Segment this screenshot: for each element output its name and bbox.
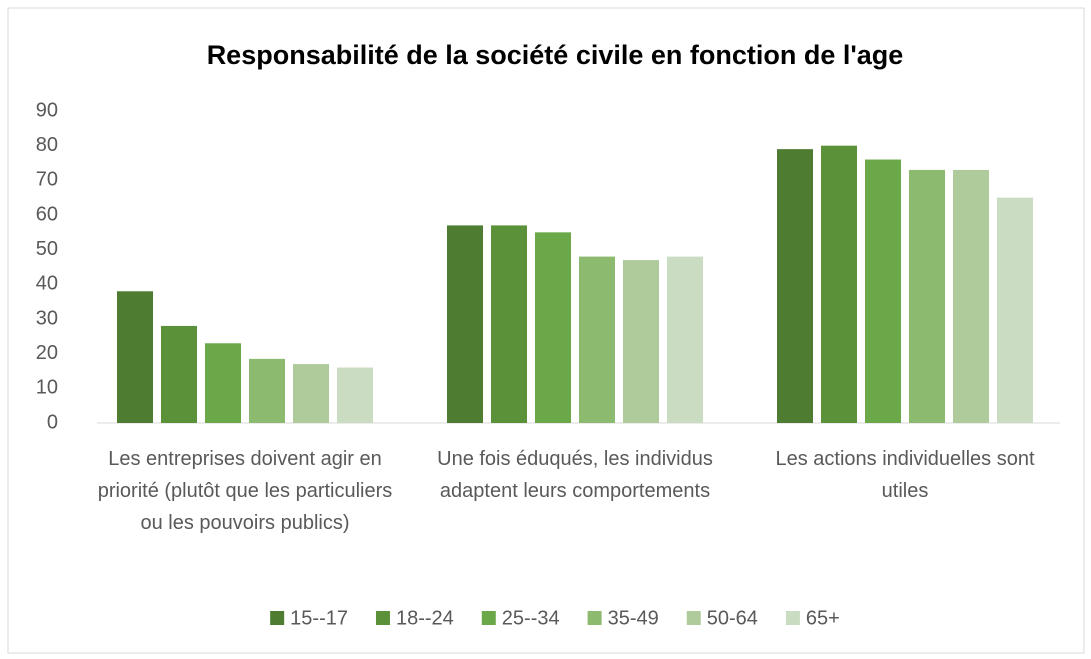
legend-label: 15--17 <box>290 607 348 629</box>
bar <box>491 225 527 423</box>
y-tick-label: 80 <box>36 134 58 156</box>
bar <box>623 260 659 423</box>
bar <box>535 232 571 423</box>
y-tick-label: 60 <box>36 203 58 225</box>
bar <box>117 291 153 423</box>
x-tick-label: Les actions individuelles sont utiles <box>775 448 1035 502</box>
legend-label: 18--24 <box>396 607 454 629</box>
legend-swatch <box>686 611 701 625</box>
chart-title: Responsabilité de la société civile en f… <box>207 40 904 70</box>
bar <box>205 343 241 423</box>
y-tick-label: 90 <box>36 99 58 121</box>
y-tick-label: 50 <box>36 238 58 260</box>
bar <box>667 256 703 423</box>
legend-label: 65+ <box>806 607 840 629</box>
legend-swatch <box>481 611 496 625</box>
bar <box>997 197 1033 423</box>
legend-swatch <box>375 611 390 625</box>
legend-label: 25--34 <box>502 607 560 629</box>
legend-swatch <box>785 611 800 625</box>
bar <box>293 364 329 423</box>
x-tick-label: Les entreprises doivent agir en priorité… <box>97 448 393 534</box>
legend-swatch <box>270 611 285 625</box>
bar <box>579 256 615 423</box>
legend-swatch <box>587 611 602 625</box>
bar <box>865 159 901 424</box>
y-tick-label: 0 <box>47 411 58 433</box>
bar <box>821 145 857 423</box>
y-tick-label: 70 <box>36 169 58 191</box>
legend-label: 50-64 <box>707 607 758 629</box>
bar <box>161 325 197 423</box>
y-tick-label: 40 <box>36 273 58 295</box>
bar <box>909 169 945 423</box>
y-tick-label: 20 <box>36 342 58 364</box>
y-tick-label: 10 <box>36 377 58 399</box>
bar <box>777 149 813 423</box>
legend-label: 35-49 <box>608 607 659 629</box>
bar <box>447 225 483 423</box>
x-tick-label: Une fois éduqués, les individus adaptent… <box>437 448 713 502</box>
bar <box>249 358 285 423</box>
y-tick-label: 30 <box>36 307 58 329</box>
bar <box>953 169 989 423</box>
bar <box>337 367 373 423</box>
